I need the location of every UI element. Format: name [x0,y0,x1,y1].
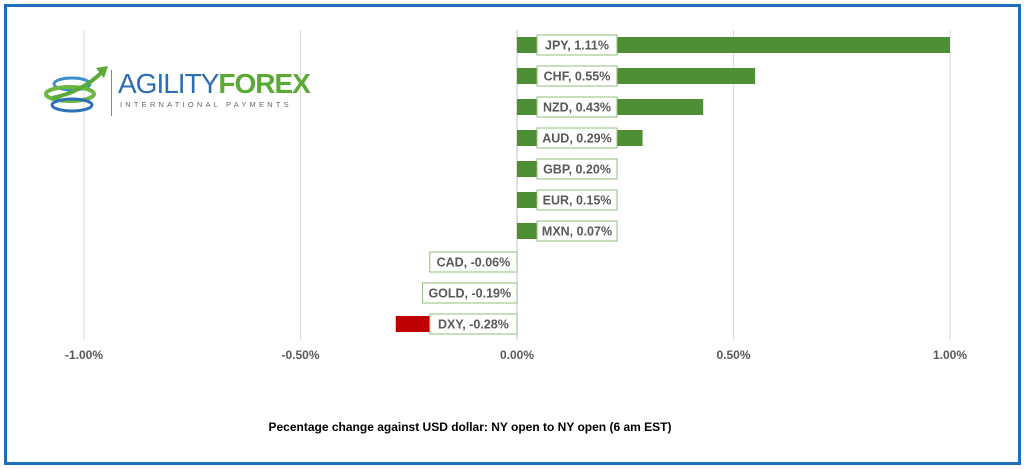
x-tick-label: 0.00% [500,348,534,362]
data-label-box [536,220,618,242]
x-axis-title: Pecentage change against USD dollar: NY … [268,420,672,434]
data-label-box [536,96,618,118]
x-tick-label: -0.50% [281,348,319,362]
data-label-box [536,158,618,180]
data-label: DXY, -0.28% [438,318,509,332]
data-label-box [536,65,618,87]
bar-jpy [517,37,950,53]
data-label-box [429,251,518,273]
data-label: EUR, 0.15% [543,194,612,208]
agilityforex-logo: AGILITYFOREX INTERNATIONAL PAYMENTS [42,62,311,122]
data-label-box [536,34,618,56]
data-label-box [536,127,618,149]
logo-wordmark: AGILITYFOREX [118,68,311,100]
data-label-box [536,189,618,211]
chart-frame [4,4,1021,465]
data-label-box [429,313,518,335]
data-label: MXN, 0.07% [542,225,612,239]
logo-forex: FOREX [218,68,310,99]
logo-agility: AGILITY [118,68,219,99]
data-label: GOLD, -0.19% [428,287,511,301]
data-label: NZD, 0.43% [543,101,611,115]
globe-arrow-icon [44,66,112,116]
x-tick-label: 1.00% [933,348,967,362]
x-tick-label: 0.50% [716,348,750,362]
x-tick-label: -1.00% [65,348,103,362]
data-label: AUD, 0.29% [542,132,611,146]
logo-tagline: INTERNATIONAL PAYMENTS [120,100,292,109]
data-label: JPY, 1.11% [545,39,609,53]
data-label: CHF, 0.55% [544,70,611,84]
data-label: GBP, 0.20% [543,163,611,177]
data-label-box [422,282,518,304]
data-label: CAD, -0.06% [437,256,511,270]
